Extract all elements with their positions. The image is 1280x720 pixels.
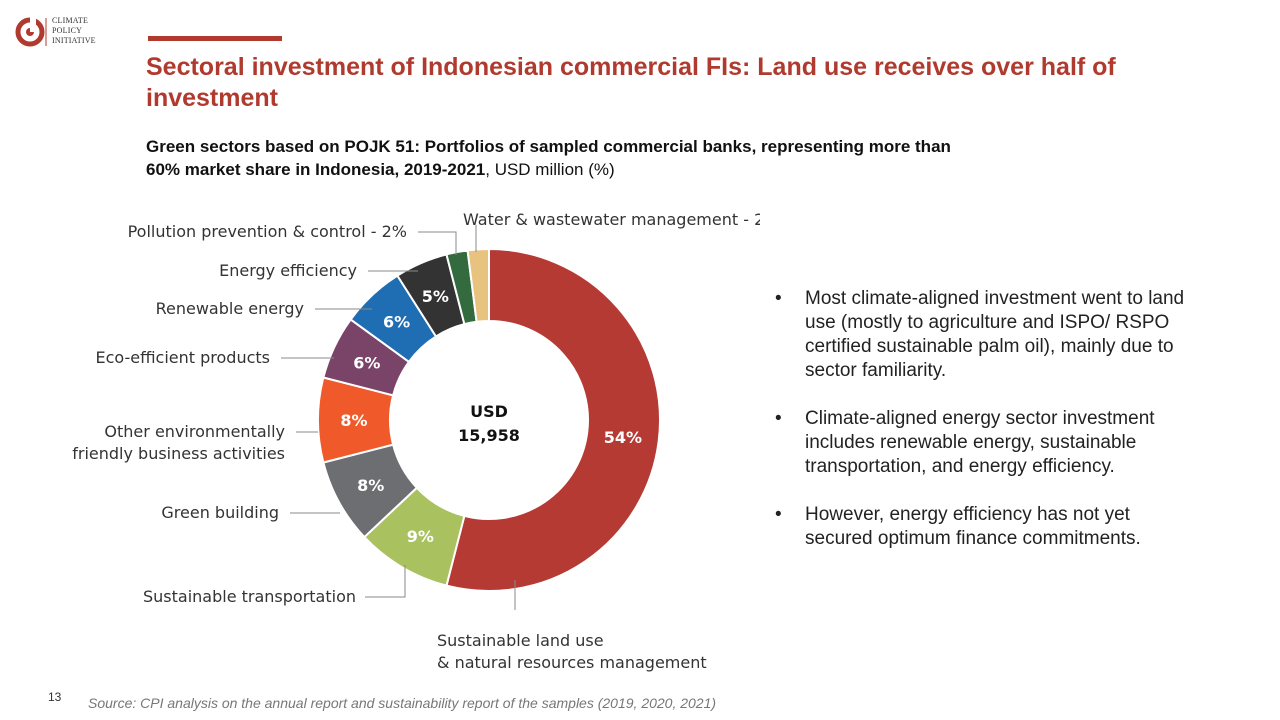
cpi-logo-icon (15, 17, 47, 47)
category-label: Renewable energy (156, 299, 304, 318)
donut-slice (466, 247, 490, 323)
category-label: Eco-efficient products (95, 348, 270, 367)
bullet-text: However, energy efficiency has not yet s… (805, 504, 1141, 549)
bullet-marker: • (775, 288, 782, 309)
bullet-item: • Most climate-aligned investment went to… (775, 287, 1195, 383)
slice-value-label: 5% (422, 287, 449, 306)
bullet-marker: • (775, 504, 782, 525)
leader-line (418, 231, 457, 255)
bullet-marker: • (775, 408, 782, 429)
category-label: Pollution prevention & control - 2% (128, 222, 407, 241)
bullet-item: • Climate-aligned energy sector investmen… (775, 407, 1195, 479)
logo-line: INITIATIVE (52, 36, 96, 45)
bullet-text: Most climate-aligned investment went to … (805, 288, 1185, 381)
logo-line: CLIMATE (52, 16, 89, 25)
slice-value-label: 8% (340, 411, 367, 430)
slice-value-label: 9% (407, 527, 434, 546)
center-total-label: 15,958 (458, 426, 520, 445)
category-label: Energy efficiency (219, 261, 357, 280)
slice-value-label: 8% (357, 476, 384, 495)
slice-value-label: 6% (383, 313, 410, 332)
page-title: Sectoral investment of Indonesian commer… (146, 53, 1116, 112)
logo-text: CLIMATE POLICY INITIATIVE (52, 16, 96, 46)
page-number: 13 (48, 690, 62, 704)
subtitle-bold: Green sectors based on POJK 51: Portfoli… (146, 137, 951, 179)
category-label: Sustainable land use & natural resources … (437, 631, 707, 672)
category-label: Other environmentally friendly business a… (72, 422, 285, 463)
category-label: Green building (161, 503, 279, 522)
title-accent-bar (148, 36, 282, 41)
chart-subtitle: Green sectors based on POJK 51: Portfoli… (146, 135, 966, 181)
center-total-label: USD (470, 402, 508, 421)
bullet-item: • However, energy efficiency has not yet … (775, 503, 1195, 551)
category-label: Sustainable transportation (143, 587, 356, 606)
source-note: Source: CPI analysis on the annual repor… (88, 695, 717, 711)
leader-line (365, 565, 406, 598)
category-label: Water & wastewater management - 2% (463, 210, 760, 229)
donut-slice (445, 247, 661, 592)
slice-value-label: 6% (353, 354, 380, 373)
bullet-list: • Most climate-aligned investment went to… (775, 287, 1195, 575)
subtitle-unit: , USD million (%) (485, 160, 615, 179)
slice-value-label: 54% (604, 428, 642, 447)
bullet-text: Climate-aligned energy sector investment… (805, 408, 1155, 477)
logo-line: POLICY (52, 26, 83, 35)
donut-chart: 54% 9% 8% 8% 6% 6% 5% USD 15,958 Sustainable land… (72, 210, 760, 672)
